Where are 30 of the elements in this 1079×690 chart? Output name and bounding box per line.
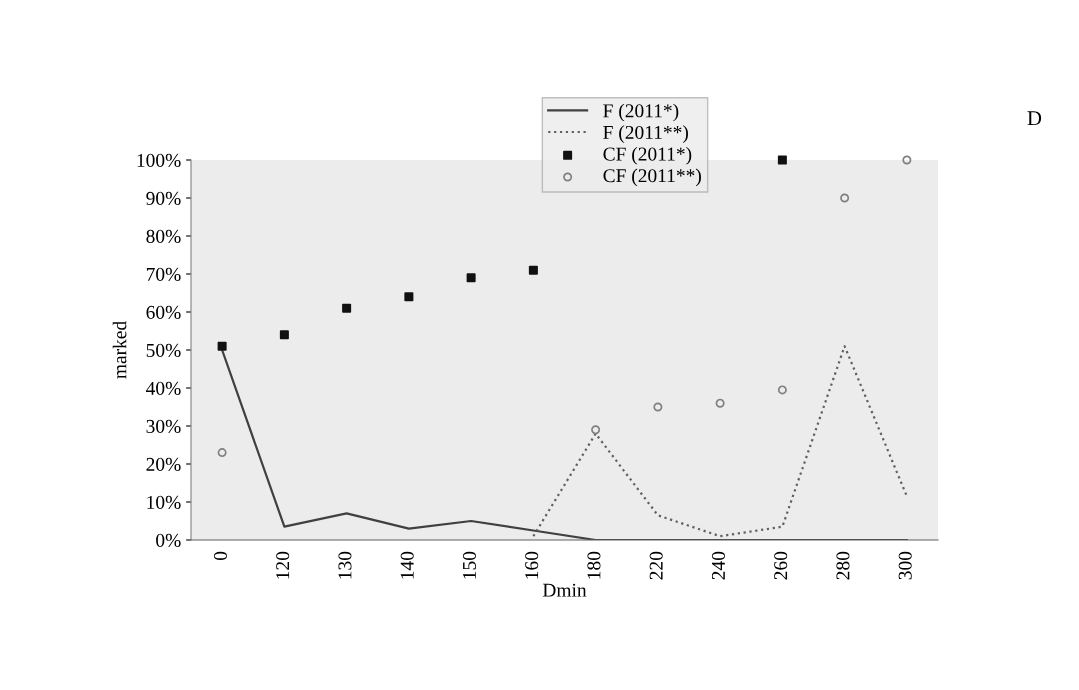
y-tick-label: 80% <box>146 229 181 243</box>
x-tick-label: 120 <box>276 551 290 579</box>
x-tick-label: 220 <box>649 551 663 580</box>
x-tick-label: 160 <box>525 551 539 579</box>
y-axis-title: marked <box>112 321 127 379</box>
y-tick-label: 100% <box>137 153 181 167</box>
x-tick-label: 150 <box>462 551 476 579</box>
legend-label: CF (2011**) <box>603 168 701 187</box>
text: D <box>1027 111 1042 126</box>
y-tick-label: 30% <box>146 419 181 433</box>
y-tick-label: 50% <box>146 343 181 357</box>
x-axis-title: Dmin <box>542 583 587 597</box>
y-tick-label: 90% <box>146 191 181 205</box>
y-tick-label: 40% <box>146 381 181 395</box>
y-tick-label: 60% <box>146 305 181 319</box>
x-tick-label: 300 <box>898 551 912 580</box>
x-tick-label: 130 <box>338 551 352 579</box>
x-tick-label: 280 <box>836 551 850 580</box>
y-tick-label: 70% <box>146 267 181 281</box>
x-tick-label: 180 <box>587 551 601 579</box>
y-tick-label: 10% <box>147 495 181 509</box>
x-tick-label: 140 <box>400 551 414 579</box>
legend-label: F (2011**) <box>603 125 688 143</box>
x-tick-label: 260 <box>774 551 788 580</box>
x-tick-label: 240 <box>711 551 725 580</box>
y-tick-label: 20% <box>146 457 181 471</box>
y-tick-label: 0% <box>156 533 181 547</box>
x-tick-label: 0 <box>213 551 227 561</box>
legend-label: CF (2011*) <box>603 146 692 165</box>
legend-label: F (2011*) <box>603 103 679 122</box>
